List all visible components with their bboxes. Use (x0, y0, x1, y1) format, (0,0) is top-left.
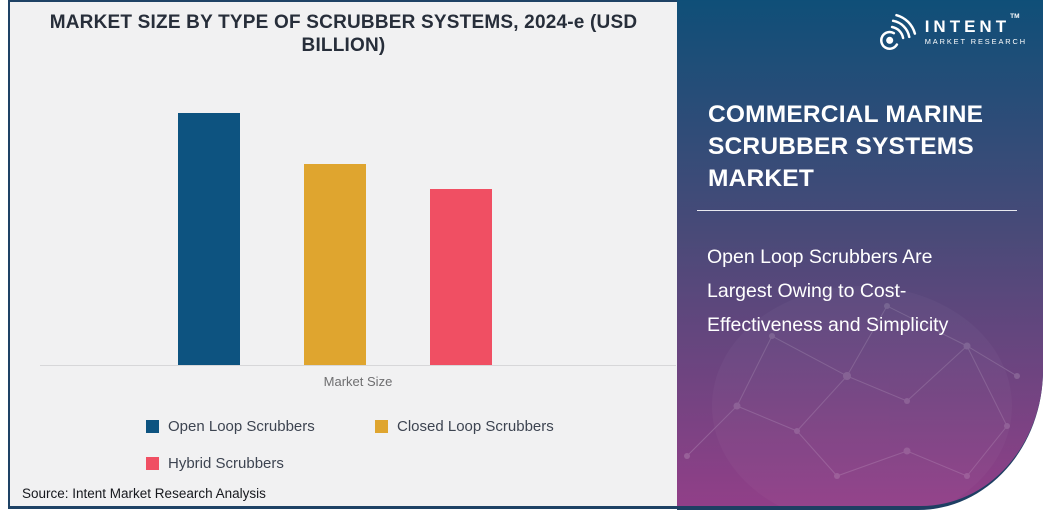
brand-logo: INTENTTM MARKET RESEARCH (874, 9, 1027, 55)
legend-swatch (146, 457, 159, 470)
legend-item-open-loop-scrubbers: Open Loop Scrubbers (146, 418, 375, 435)
bar-open-loop-scrubbers (178, 113, 240, 365)
legend-item-closed-loop-scrubbers: Closed Loop Scrubbers (375, 418, 554, 435)
panel-title: COMMERCIAL MARINE SCRUBBER SYSTEMS MARKE… (708, 101, 984, 192)
constellation-world-map-decoration (684, 303, 1020, 479)
brand-text: INTENTTM MARKET RESEARCH (924, 13, 1027, 46)
bar-hybrid-scrubbers (430, 189, 492, 365)
bar-closed-loop-scrubbers (304, 164, 366, 365)
intent-logo-icon (879, 13, 916, 50)
legend-label: Open Loop Scrubbers (168, 418, 315, 435)
bar-chart (40, 2, 630, 365)
panel-background: INTENTTM MARKET RESEARCH COMMERCIAL MARI… (677, 0, 1043, 506)
panel-divider (697, 210, 1017, 211)
source-note: Source: Intent Market Research Analysis (22, 486, 266, 501)
chart-title: MARKET SIZE BY TYPE OF SCRUBBER SYSTEMS,… (49, 12, 638, 57)
chart-legend: Open Loop Scrubbers Closed Loop Scrubbers… (146, 418, 554, 472)
brand-tagline: MARKET RESEARCH (924, 37, 1027, 46)
legend-label: Hybrid Scrubbers (168, 455, 284, 472)
legend-swatch (375, 420, 388, 433)
brand-name: INTENTTM (924, 13, 1020, 36)
side-panel: INTENTTM MARKET RESEARCH COMMERCIAL MARI… (677, 0, 1043, 513)
panel-subtitle: Open Loop Scrubbers Are Largest Owing to… (707, 246, 949, 337)
legend-label: Closed Loop Scrubbers (397, 418, 554, 435)
trademark-symbol: TM (1010, 13, 1020, 20)
legend-item-hybrid-scrubbers: Hybrid Scrubbers (146, 455, 375, 472)
x-axis-line (40, 365, 676, 366)
legend-swatch (146, 420, 159, 433)
x-axis-label: Market Size (323, 374, 393, 389)
chart-panel: MARKET SIZE BY TYPE OF SCRUBBER SYSTEMS,… (8, 0, 677, 509)
